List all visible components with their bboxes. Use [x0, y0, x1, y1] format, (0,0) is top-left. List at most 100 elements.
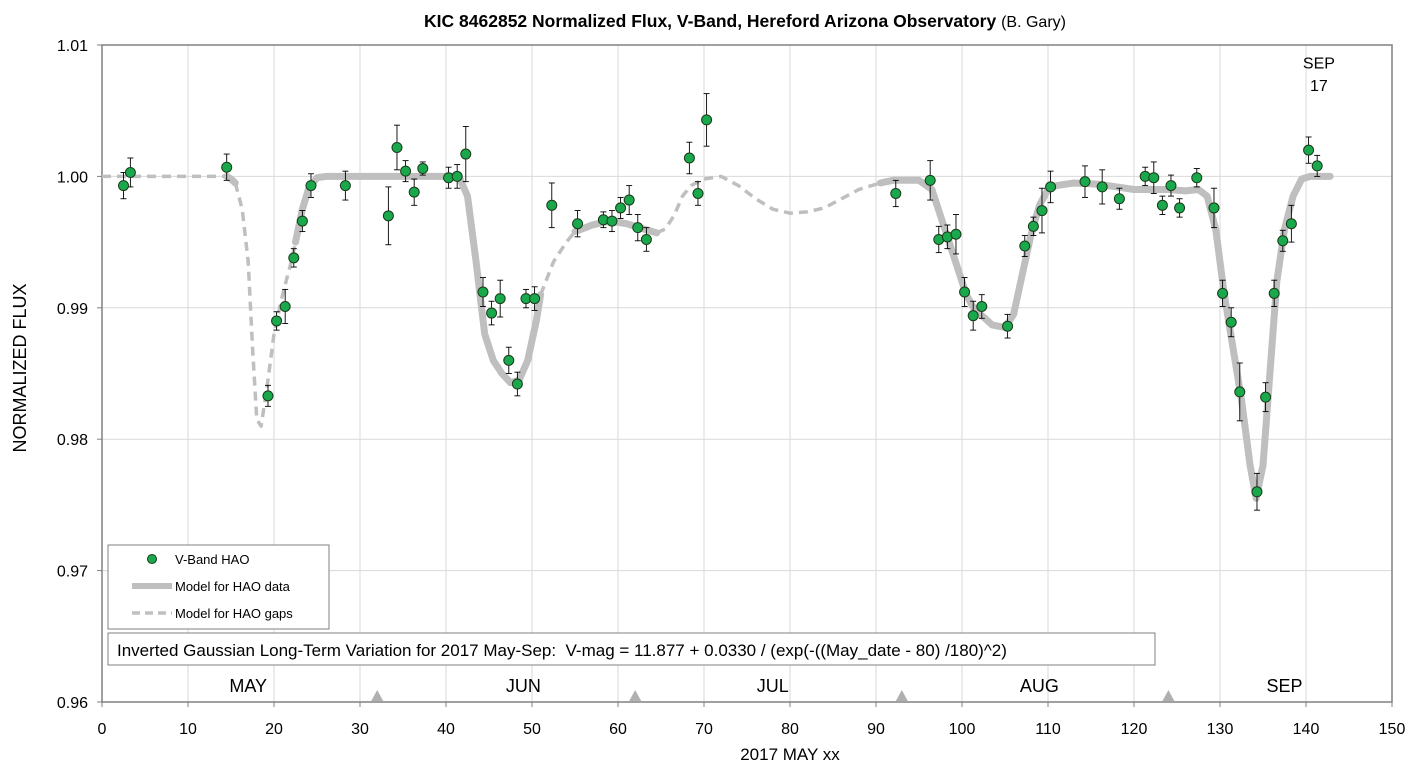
- model-gap-line: [655, 174, 881, 235]
- data-point: [890, 187, 902, 199]
- x-tick-label: 150: [1379, 721, 1406, 738]
- month-label: MAY: [229, 676, 267, 696]
- series-data-points: [118, 114, 1323, 498]
- x-tick-label: 10: [179, 721, 197, 738]
- annotation-label: SEP: [1303, 56, 1335, 73]
- data-point: [400, 165, 412, 177]
- x-tick-label: 120: [1121, 721, 1148, 738]
- x-tick-label: 80: [781, 721, 799, 738]
- x-tick-label: 100: [949, 721, 976, 738]
- data-point: [221, 161, 233, 173]
- data-point: [967, 310, 979, 322]
- data-point: [1027, 220, 1039, 232]
- data-point: [692, 187, 704, 199]
- month-label: SEP: [1266, 676, 1302, 696]
- formula-text: Inverted Gaussian Long-Term Variation fo…: [117, 641, 1007, 660]
- legend-label-model-gaps: Model for HAO gaps: [175, 606, 293, 621]
- chart-title-credit: (B. Gary): [1001, 14, 1066, 31]
- data-point: [632, 222, 644, 234]
- data-point: [1234, 386, 1246, 398]
- data-point: [503, 354, 515, 366]
- data-point: [1079, 176, 1091, 188]
- legend-marker-points: [147, 554, 157, 564]
- data-point: [408, 186, 420, 198]
- month-label: JUN: [506, 676, 541, 696]
- data-point: [1268, 287, 1280, 299]
- y-tick-label: 0.99: [57, 301, 88, 318]
- data-point: [1165, 180, 1177, 192]
- data-point: [1096, 181, 1108, 193]
- data-point: [1251, 486, 1263, 498]
- y-axis-label: NORMALIZED FLUX: [10, 283, 30, 452]
- data-point: [511, 378, 523, 390]
- data-point: [683, 152, 695, 164]
- month-boundary-marker: [1162, 690, 1175, 701]
- data-point: [271, 315, 283, 327]
- data-point: [1019, 240, 1031, 252]
- data-point: [118, 180, 129, 192]
- model-gap-line: [538, 230, 577, 296]
- data-point: [339, 180, 351, 192]
- data-point: [1148, 172, 1160, 184]
- formula-box-frame: [107, 632, 1156, 666]
- x-tick-label: 90: [867, 721, 885, 738]
- x-axis-label: 2017 MAY xx: [740, 745, 840, 764]
- data-point: [959, 286, 971, 298]
- x-tick-label: 30: [351, 721, 369, 738]
- legend-label-model-data: Model for HAO data: [175, 579, 291, 594]
- chart-title: KIC 8462852 Normalized Flux, V-Band, Her…: [424, 11, 1066, 31]
- month-boundary-marker: [895, 690, 908, 701]
- data-point: [1277, 235, 1289, 247]
- data-point: [1036, 205, 1048, 217]
- data-point: [572, 218, 584, 230]
- data-point: [1174, 202, 1186, 214]
- x-tick-label: 40: [437, 721, 455, 738]
- data-point: [623, 194, 635, 206]
- data-point: [640, 233, 652, 245]
- x-tick-label: 20: [265, 721, 283, 738]
- data-point: [1208, 202, 1220, 214]
- x-tick-label: 0: [98, 721, 107, 738]
- y-tick-label: 1.01: [57, 38, 88, 55]
- data-point: [1156, 199, 1168, 211]
- plot-area-border: [101, 44, 1393, 703]
- x-axis-ticks: 0 10 20 30 40 50 60 70 80 90 100 110 120 130 140 150: [98, 702, 1406, 738]
- data-point: [1191, 172, 1203, 184]
- data-point: [1217, 287, 1229, 299]
- data-point: [546, 199, 558, 211]
- data-point: [124, 166, 136, 178]
- annotations: SEP 17: [1303, 56, 1335, 95]
- data-point: [382, 210, 394, 222]
- data-point: [296, 215, 308, 227]
- data-point: [1260, 391, 1272, 403]
- month-boundary-markers: [371, 690, 1175, 701]
- data-point: [1225, 316, 1237, 328]
- y-axis-ticks: 0.96 0.97 0.98 0.99 1.00 1.01: [57, 38, 102, 712]
- x-tick-label: 70: [695, 721, 713, 738]
- month-labels: MAY JUN JUL AUG SEP: [229, 676, 1302, 696]
- y-tick-label: 0.96: [57, 695, 88, 712]
- legend: V-Band HAO Model for HAO data Model for …: [107, 544, 330, 630]
- data-point: [1285, 218, 1297, 230]
- data-point: [486, 307, 498, 319]
- data-point: [1045, 181, 1057, 193]
- data-point: [279, 300, 291, 312]
- month-boundary-marker: [371, 690, 384, 701]
- month-label: JUL: [757, 676, 789, 696]
- formula-box: Inverted Gaussian Long-Term Variation fo…: [107, 632, 1156, 666]
- data-point: [460, 148, 472, 160]
- y-tick-label: 0.98: [57, 432, 88, 449]
- data-point: [1113, 193, 1125, 205]
- data-point: [391, 141, 403, 153]
- y-tick-label: 1.00: [57, 169, 88, 186]
- y-tick-label: 0.97: [57, 564, 88, 581]
- month-label: AUG: [1020, 676, 1059, 696]
- month-boundary-marker: [629, 690, 642, 701]
- data-point: [950, 228, 962, 240]
- data-point: [417, 163, 429, 175]
- data-point: [477, 286, 489, 298]
- data-point: [262, 390, 274, 402]
- data-point: [1002, 320, 1014, 332]
- x-tick-label: 60: [609, 721, 627, 738]
- data-point: [529, 293, 541, 305]
